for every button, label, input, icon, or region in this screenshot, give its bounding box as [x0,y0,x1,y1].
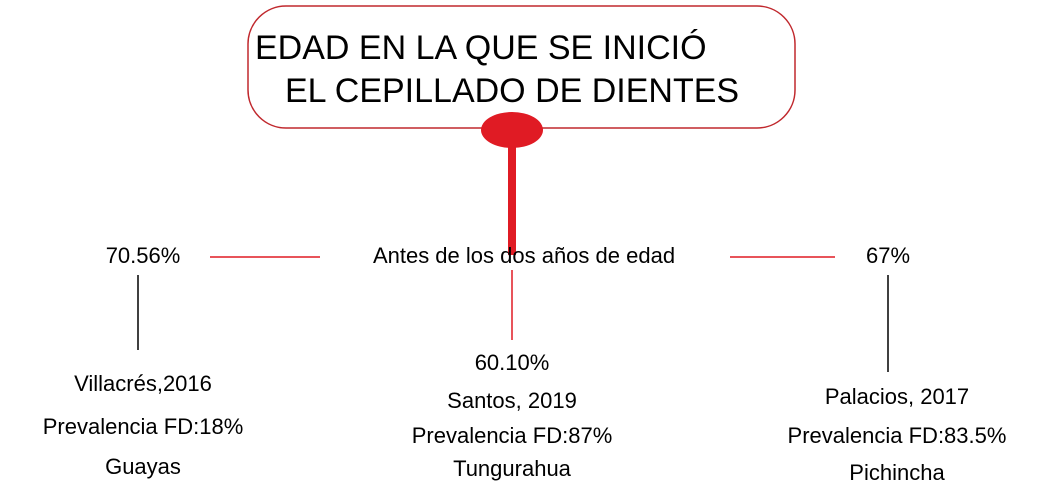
percent: 70.56% [106,243,181,268]
branch-text: Guayas [105,454,181,479]
percent: 60.10% [475,350,550,375]
connector-dot [481,112,543,148]
percent: 67% [866,243,910,268]
title-line: EL CEPILLADO DE DIENTES [285,72,739,110]
branch-text: Prevalencia FD:87% [412,423,613,448]
branch-text: Villacrés,2016 [74,371,212,396]
branch-text: Prevalencia FD:18% [43,414,244,439]
branch-text: Tungurahua [453,456,572,481]
branch-text: Pichincha [849,460,945,485]
branch-text: Palacios, 2017 [825,384,969,409]
title-line: EDAD EN LA QUE SE INICIÓ [255,29,707,67]
branch-text: Santos, 2019 [447,388,577,413]
center-label: Antes de los dos años de edad [373,243,675,268]
branch-text: Prevalencia FD:83.5% [788,423,1007,448]
